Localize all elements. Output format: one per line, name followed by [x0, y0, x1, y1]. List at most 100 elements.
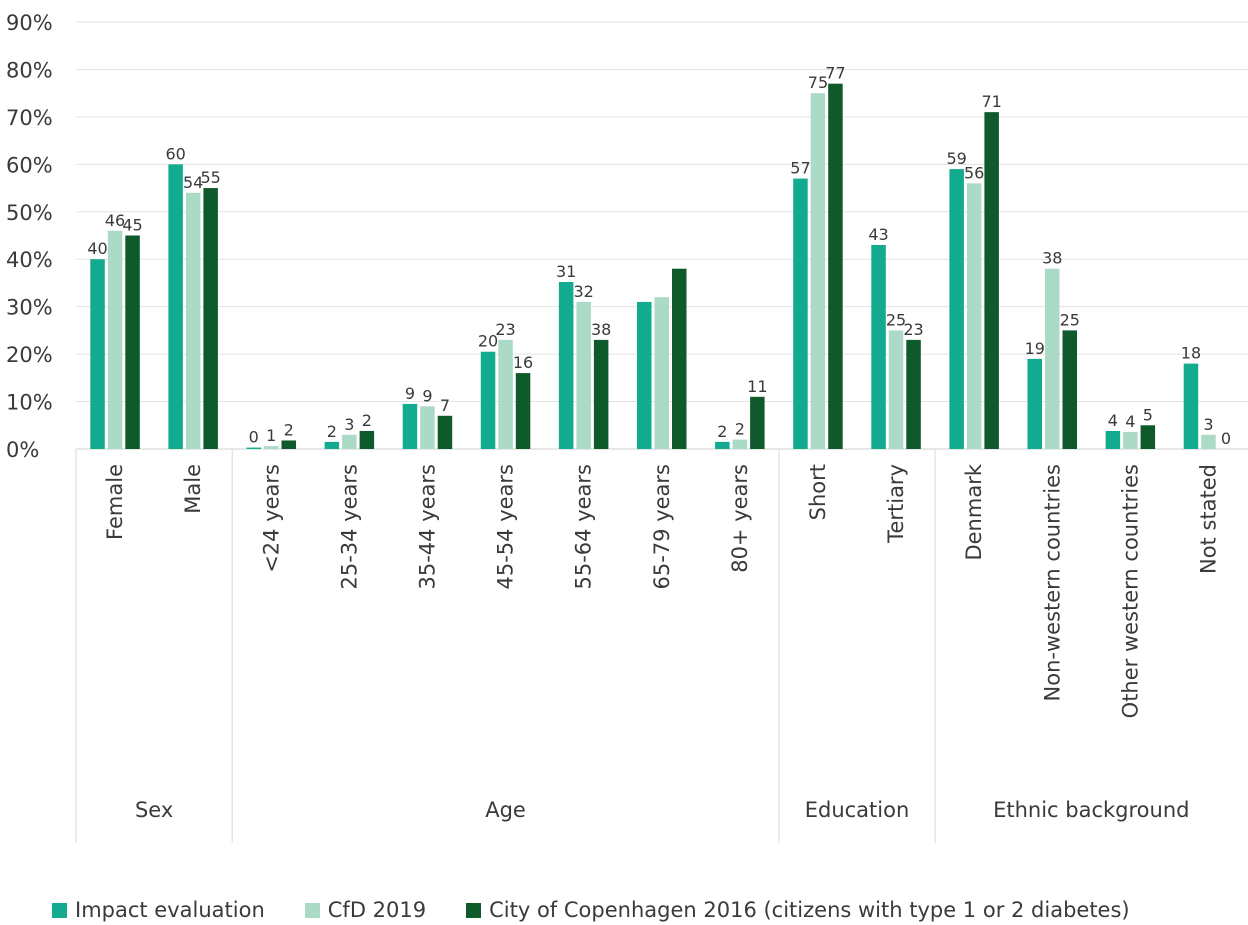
x-tick-label: 55-64 years [572, 464, 596, 590]
y-tick-label: 60% [6, 153, 53, 177]
data-label: 25 [1060, 310, 1080, 329]
data-label: 38 [1042, 249, 1062, 268]
data-label: 56 [964, 163, 984, 182]
data-label: 54 [183, 173, 203, 192]
legend-item-cfd-2019: CfD 2019 [304, 898, 427, 922]
data-label: 40 [87, 239, 107, 258]
y-tick-label: 90% [6, 11, 53, 35]
bar-impact-evaluation [402, 403, 418, 449]
bar-cfd-2019 [342, 434, 357, 449]
bar-cfd-2019 [576, 301, 591, 449]
bar-impact-evaluation [871, 244, 886, 449]
bar-impact-evaluation [1027, 358, 1042, 449]
y-tick-label: 50% [6, 201, 53, 225]
x-tick-label: Non-western countries [1040, 464, 1064, 701]
x-tick-label: 35-44 years [415, 464, 439, 590]
data-label: 0 [1221, 429, 1231, 448]
data-label: 0 [249, 428, 259, 447]
data-label: 4 [1125, 412, 1135, 431]
x-tick-label: Short [806, 464, 830, 520]
bar-city-of-copenhagen-2016- [750, 396, 765, 449]
bar-cfd-2019 [185, 192, 201, 450]
data-label: 20 [478, 332, 498, 351]
legend-item-impact-evaluation: Impact evaluation [52, 898, 265, 922]
x-tick-label: <24 years [259, 464, 283, 573]
bar-city-of-copenhagen-2016- [828, 83, 843, 449]
data-label: 46 [105, 211, 125, 230]
bar-city-of-copenhagen-2016- [1062, 330, 1077, 449]
bar-cfd-2019 [966, 183, 982, 450]
y-tick-label: 40% [6, 248, 53, 272]
data-label: 25 [886, 310, 906, 329]
bar-cfd-2019 [420, 406, 435, 449]
data-label: 55 [200, 168, 220, 187]
data-label: 7 [440, 396, 450, 415]
bar-impact-evaluation [558, 281, 574, 449]
data-label: 3 [344, 415, 354, 434]
x-tick-label: Denmark [962, 463, 986, 560]
bar-city-of-copenhagen-2016- [593, 339, 609, 449]
bar-cfd-2019 [810, 93, 826, 450]
legend-label-cfd-2019: CfD 2019 [327, 898, 427, 922]
bar-impact-evaluation [715, 441, 730, 449]
x-tick-label: Female [103, 464, 127, 540]
bar-impact-evaluation [793, 178, 808, 450]
bar-cfd-2019 [1123, 431, 1138, 449]
y-tick-label: 0% [6, 438, 39, 462]
data-label: 4 [1108, 411, 1118, 430]
x-tick-label: 65-79 years [650, 464, 674, 590]
bar-city-of-copenhagen-2016- [515, 373, 531, 449]
bar-impact-evaluation [480, 351, 496, 449]
bar-city-of-copenhagen-2016- [672, 268, 687, 449]
data-label: 11 [747, 377, 767, 396]
data-label: 2 [735, 420, 745, 439]
legend-swatch-city-of-copenhagen [466, 902, 482, 918]
group-label-age: Age [485, 798, 526, 822]
data-label: 19 [1025, 339, 1045, 358]
bar-impact-evaluation [949, 169, 964, 450]
bar-cfd-2019 [888, 330, 904, 449]
legend-label-city-of-copenhagen: City of Copenhagen 2016 (citizens with t… [489, 898, 1130, 922]
legend-swatch-impact-evaluation [52, 902, 67, 918]
bar-impact-evaluation [90, 259, 105, 449]
bar-impact-evaluation [1105, 430, 1121, 449]
data-label: 60 [165, 144, 185, 163]
bar-cfd-2019 [498, 339, 513, 449]
data-label: 2 [284, 420, 294, 439]
bar-city-of-copenhagen-2016- [984, 112, 999, 450]
data-label: 59 [946, 149, 966, 168]
y-tick-label: 20% [6, 343, 53, 367]
legend-label-impact-evaluation: Impact evaluation [75, 898, 265, 922]
data-label: 23 [903, 320, 923, 339]
x-tick-label: Male [181, 464, 205, 514]
bar-impact-evaluation [168, 164, 183, 450]
bar-city-of-copenhagen-2016- [281, 440, 296, 449]
bar-impact-evaluation [324, 441, 340, 449]
data-label: 77 [825, 64, 845, 83]
x-tick-label: 25-34 years [337, 464, 361, 590]
y-tick-label: 10% [6, 391, 53, 415]
bar-cfd-2019 [107, 230, 123, 449]
bar-impact-evaluation [637, 301, 652, 449]
legend: Impact evaluation CfD 2019 City of Copen… [52, 898, 1130, 922]
bar-impact-evaluation [1183, 363, 1199, 449]
data-label: 3 [1203, 415, 1213, 434]
data-label: 32 [573, 282, 593, 301]
data-label: 5 [1143, 405, 1153, 424]
x-tick-label: Not stated [1196, 464, 1220, 574]
bar-cfd-2019 [264, 446, 279, 449]
x-tick-label: Tertiary [884, 464, 908, 544]
group-label-education: Education [805, 798, 910, 822]
bar-city-of-copenhagen-2016- [437, 415, 453, 449]
data-label: 38 [591, 320, 611, 339]
legend-item-city-of-copenhagen: City of Copenhagen 2016 (citizens with t… [466, 898, 1130, 922]
data-label: 9 [422, 386, 432, 405]
x-tick-label: 80+ years [728, 464, 752, 573]
legend-swatch-cfd-2019 [304, 902, 320, 918]
group-label-sex: Sex [135, 798, 173, 822]
bar-cfd-2019 [654, 297, 669, 449]
data-label: 71 [981, 92, 1001, 111]
bar-city-of-copenhagen-2016- [203, 188, 218, 450]
bar-city-of-copenhagen-2016- [906, 339, 921, 449]
